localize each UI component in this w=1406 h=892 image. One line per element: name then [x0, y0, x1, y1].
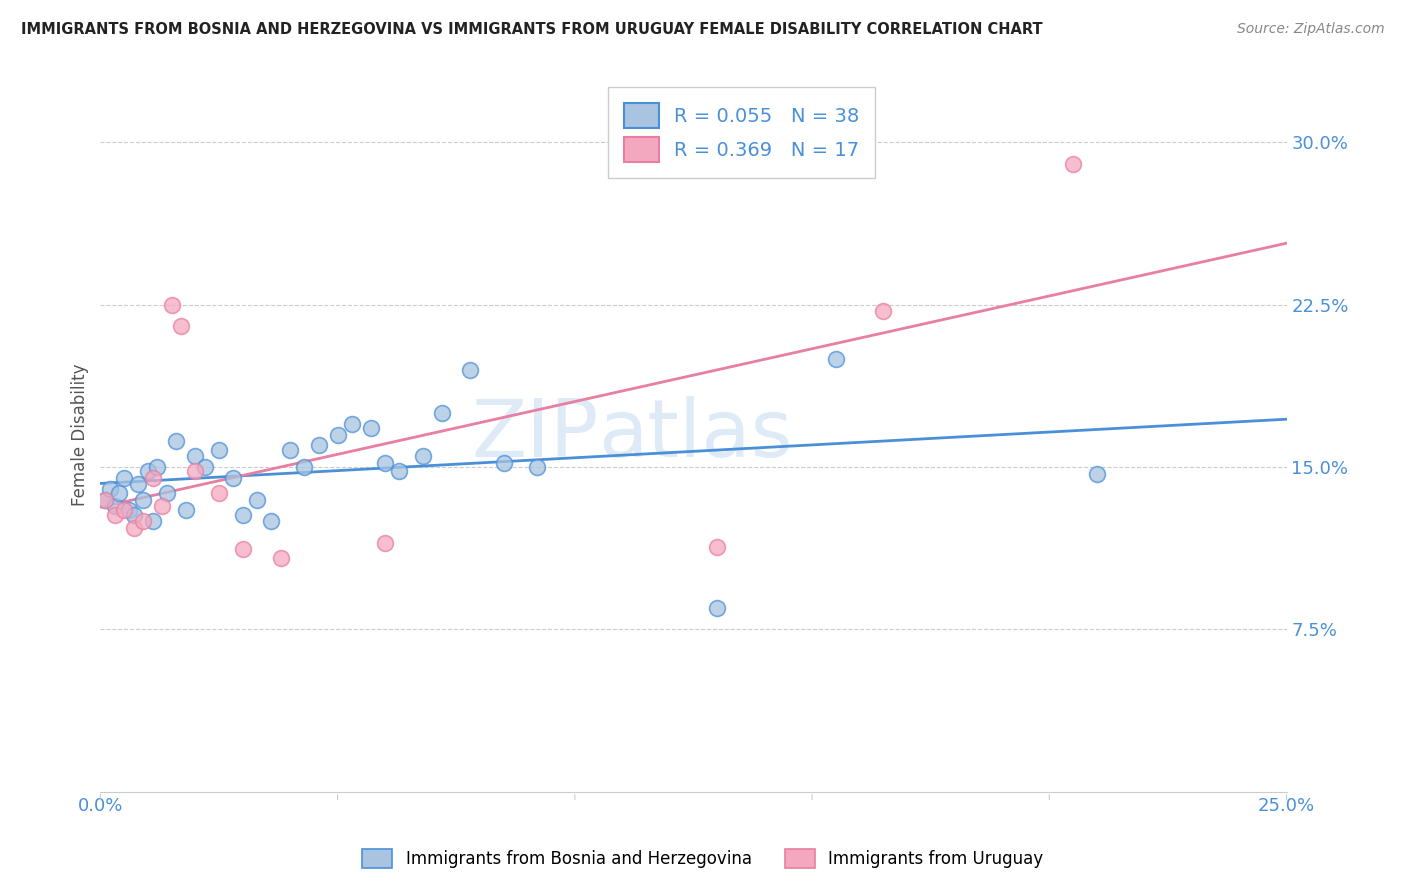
Point [108, 486, 131, 500]
Point [222, 471, 245, 485]
Point [492, 456, 515, 470]
Point [184, 464, 207, 478]
Text: IMMIGRANTS FROM BOSNIA AND HERZEGOVINA VS IMMIGRANTS FROM URUGUAY FEMALE DISABIL: IMMIGRANTS FROM BOSNIA AND HERZEGOVINA V… [21, 22, 1043, 37]
Point [141, 514, 163, 528]
Point [103, 508, 125, 522]
Point [308, 438, 330, 452]
Point [174, 503, 197, 517]
Point [260, 514, 283, 528]
Text: ZIP: ZIP [471, 395, 599, 474]
Point [430, 406, 453, 420]
Point [98, 482, 121, 496]
Point [184, 449, 207, 463]
Point [94, 492, 117, 507]
Point [170, 319, 193, 334]
Point [132, 492, 155, 507]
Point [118, 503, 141, 517]
Point [412, 449, 434, 463]
Point [208, 442, 231, 457]
Point [156, 486, 179, 500]
Point [1062, 157, 1084, 171]
Point [150, 499, 173, 513]
Point [526, 460, 548, 475]
Legend: R = 0.055   N = 38, R = 0.369   N = 17: R = 0.055 N = 38, R = 0.369 N = 17 [609, 87, 875, 178]
Y-axis label: Female Disability: Female Disability [72, 363, 89, 506]
Point [146, 460, 169, 475]
Point [112, 503, 135, 517]
Point [706, 600, 728, 615]
Point [94, 492, 117, 507]
Point [824, 351, 846, 366]
Point [160, 298, 183, 312]
Point [132, 514, 155, 528]
Point [360, 421, 382, 435]
Point [127, 477, 149, 491]
Point [165, 434, 187, 448]
Point [270, 550, 292, 565]
Point [112, 471, 135, 485]
Point [232, 542, 254, 557]
Point [460, 362, 482, 376]
Point [103, 499, 125, 513]
Point [388, 464, 411, 478]
Point [340, 417, 363, 431]
Point [292, 460, 315, 475]
Point [232, 508, 254, 522]
Point [706, 540, 728, 554]
Point [1085, 467, 1108, 481]
Point [136, 464, 159, 478]
Text: Source: ZipAtlas.com: Source: ZipAtlas.com [1237, 22, 1385, 37]
Point [374, 456, 396, 470]
Point [122, 508, 145, 522]
Text: atlas: atlas [599, 395, 793, 474]
Point [326, 427, 349, 442]
Point [141, 471, 163, 485]
Legend: Immigrants from Bosnia and Herzegovina, Immigrants from Uruguay: Immigrants from Bosnia and Herzegovina, … [356, 842, 1050, 875]
Point [208, 486, 231, 500]
Point [278, 442, 301, 457]
Point [374, 536, 396, 550]
Point [872, 304, 894, 318]
Point [246, 492, 269, 507]
Point [194, 460, 217, 475]
Point [122, 521, 145, 535]
